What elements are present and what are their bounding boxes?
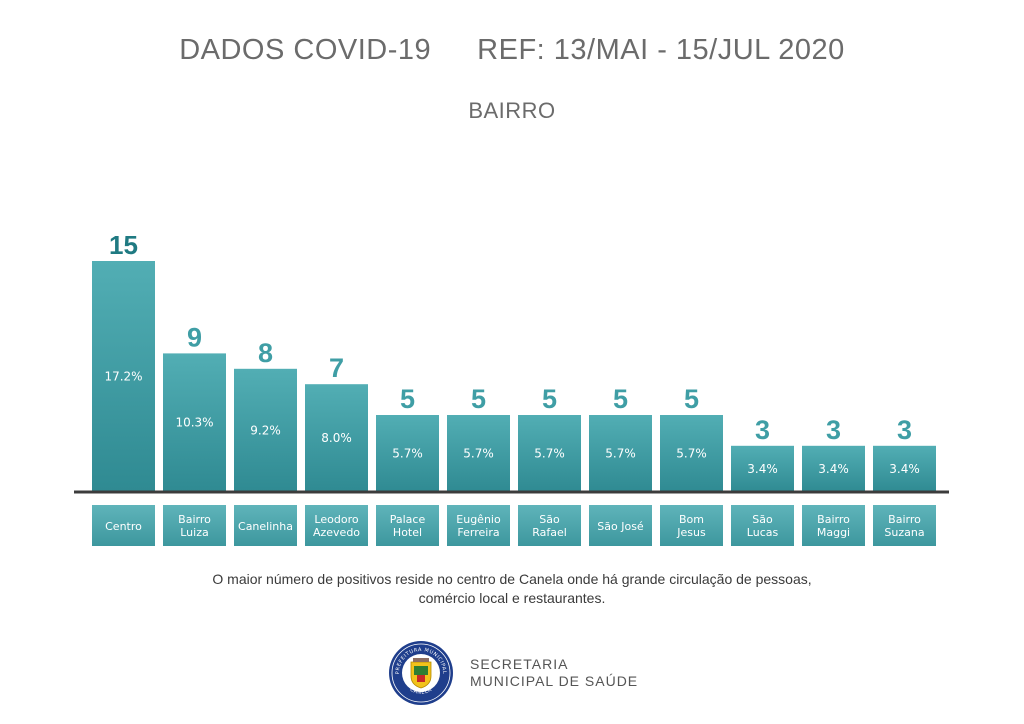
category-box-8 (660, 505, 723, 546)
bar-value-label-10: 3 (826, 415, 841, 445)
bar-percent-label-8: 5.7% (676, 447, 707, 461)
chart-title: DADOS COVID-19 REF: 13/MAI - 15/JUL 2020 (0, 34, 1024, 67)
bar-percent-label-11: 3.4% (889, 462, 920, 476)
title-main: DADOS COVID-19 (179, 34, 432, 66)
bar-value-label-0: 15 (109, 230, 138, 260)
bar-9 (731, 445, 794, 492)
category-box-3 (305, 505, 368, 546)
bar-1 (163, 353, 226, 492)
bar-percent-label-4: 5.7% (392, 447, 423, 461)
bar-value-label-6: 5 (542, 384, 557, 414)
bar-value-label-9: 3 (755, 415, 770, 445)
category-label-3: Leodoro Azevedo (313, 513, 360, 539)
bar-5 (447, 415, 510, 492)
footer-branding: PREFEITURA MUNICIPAL CANELA SECRETARIA M… (388, 640, 638, 706)
bar-value-label-1: 9 (187, 322, 202, 352)
bar-0 (92, 261, 155, 492)
category-box-10 (802, 505, 865, 546)
category-label-4: Palace Hotel (390, 513, 426, 539)
bar-percent-label-2: 9.2% (250, 423, 281, 437)
category-label-1: Bairro Luiza (178, 513, 211, 539)
bar-11 (873, 445, 936, 492)
bar-percent-label-1: 10.3% (175, 416, 213, 430)
bar-value-label-8: 5 (684, 384, 699, 414)
bar-value-label-4: 5 (400, 384, 415, 414)
bar-value-label-3: 7 (329, 353, 344, 383)
category-label-9: São Lucas (747, 513, 779, 539)
bar-percent-label-7: 5.7% (605, 447, 636, 461)
category-box-9 (731, 505, 794, 546)
category-box-4 (376, 505, 439, 546)
footer-line-2: MUNICIPAL DE SAÚDE (470, 673, 639, 689)
municipal-seal-logo: PREFEITURA MUNICIPAL CANELA (389, 641, 453, 705)
seal-text-bottom: CANELA (409, 687, 433, 696)
bar-percent-label-10: 3.4% (818, 462, 849, 476)
chart-subtitle: BAIRRO (468, 98, 556, 123)
category-box-6 (518, 505, 581, 546)
category-label-2: Canelinha (238, 520, 293, 533)
bar-percent-label-5: 5.7% (463, 447, 494, 461)
bar-2 (234, 368, 297, 492)
bar-percent-label-9: 3.4% (747, 462, 778, 476)
category-box-1 (163, 505, 226, 546)
bar-percent-label-6: 5.7% (534, 447, 565, 461)
bar-4 (376, 415, 439, 492)
bar-10 (802, 445, 865, 492)
category-box-5 (447, 505, 510, 546)
bar-value-label-2: 8 (258, 338, 273, 368)
footer-text: SECRETARIA MUNICIPAL DE SAÚDE (470, 656, 638, 690)
category-label-7: São José (597, 520, 644, 533)
category-label-6: São Rafael (532, 513, 567, 539)
bar-value-label-11: 3 (897, 415, 912, 445)
category-label-10: Bairro Maggi (817, 513, 850, 539)
category-label-11: Bairro Suzana (884, 513, 924, 539)
bar-value-label-7: 5 (613, 384, 628, 414)
category-box-7 (589, 505, 652, 546)
bar-value-label-5: 5 (471, 384, 486, 414)
category-box-2 (234, 505, 297, 546)
bar-percent-label-0: 17.2% (104, 370, 142, 384)
bar-chart: 15 17.2% 9 10.3% 8 9.2% 7 8.0% 5 5.7% 5 5.7% 5 5.7% 5 5… (74, 230, 949, 546)
category-label-0: Centro (105, 520, 142, 533)
bar-7 (589, 415, 652, 492)
caption-line-1: O maior número de positivos reside no ce… (212, 571, 812, 587)
category-label-5: Eugênio Ferreira (456, 513, 501, 539)
svg-text:CANELA: CANELA (409, 687, 433, 696)
chart-caption: O maior número de positivos reside no ce… (0, 570, 1024, 608)
category-box-0 (92, 505, 155, 546)
bar-8 (660, 415, 723, 492)
bar-percent-label-3: 8.0% (321, 431, 352, 445)
footer-line-1: SECRETARIA (470, 656, 569, 672)
caption-line-2: comércio local e restaurantes. (418, 590, 606, 606)
bar-3 (305, 384, 368, 492)
category-label-8: Bom Jesus (676, 513, 706, 539)
category-box-11 (873, 505, 936, 546)
title-reference: REF: 13/MAI - 15/JUL 2020 (477, 34, 845, 66)
bar-6 (518, 415, 581, 492)
